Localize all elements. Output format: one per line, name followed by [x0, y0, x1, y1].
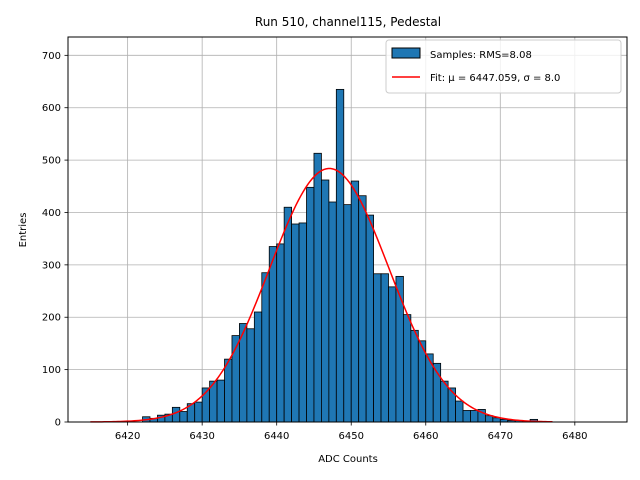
x-tick-label: 6460 [413, 431, 438, 442]
y-tick-label: 500 [42, 156, 61, 167]
histogram-bar [402, 314, 412, 423]
histogram-bar [306, 186, 315, 423]
legend-samples-swatch [391, 47, 421, 59]
histogram-bar [492, 417, 501, 423]
histogram-bar [440, 380, 449, 423]
histogram-bar [484, 415, 494, 423]
chart-title: Run 510, channel115, Pedestal [255, 15, 441, 29]
histogram-bar [343, 204, 352, 423]
histogram-bar [373, 273, 382, 423]
fit-curve-group [90, 167, 553, 423]
x-tick-label: 6450 [339, 431, 364, 442]
histogram-bar [276, 243, 285, 423]
histogram-bar [291, 223, 300, 423]
histogram-bar [335, 88, 345, 423]
x-tick-label: 6480 [562, 431, 587, 442]
y-tick-label: 700 [42, 51, 61, 62]
histogram-bar [455, 400, 464, 423]
histogram-bar [283, 206, 293, 423]
histogram-bar [268, 246, 278, 423]
y-axis-ticks: 0 100 200 300 400 500 600 700 [42, 51, 68, 429]
histogram-bar [380, 273, 389, 423]
histogram-bar [328, 201, 337, 423]
legend-samples-label: Samples: RMS=8.08 [430, 50, 532, 61]
y-tick-label: 400 [42, 208, 61, 219]
x-tick-label: 6470 [488, 431, 513, 442]
histogram-bar [388, 286, 397, 423]
histogram-bar [224, 358, 233, 423]
histogram-bar [395, 275, 404, 423]
histogram-bar [321, 179, 330, 423]
x-tick-label: 6440 [264, 431, 289, 442]
y-tick-label: 300 [42, 260, 61, 271]
y-axis-label: Entries [18, 213, 29, 248]
histogram-bar [313, 152, 322, 423]
x-axis-ticks: 6420 6430 6440 6450 6460 6470 6480 [115, 422, 588, 442]
histogram-bar [179, 411, 188, 423]
histogram-bar [246, 328, 255, 423]
x-tick-label: 6420 [115, 431, 140, 442]
histogram-bar [298, 222, 307, 423]
plot-frame [67, 36, 628, 423]
histogram-bar [410, 329, 419, 423]
y-tick-label: 100 [42, 365, 61, 376]
histogram-bar [417, 340, 427, 423]
y-tick-label: 200 [42, 313, 61, 324]
legend-box [385, 39, 622, 94]
histogram-bar [194, 401, 203, 423]
histogram-bar [253, 311, 263, 423]
y-tick-label: 600 [42, 103, 61, 114]
x-axis-label: ADC Counts [318, 454, 378, 465]
legend-fit-label: Fit: μ = 6447.059, σ = 8.0 [430, 73, 560, 84]
histogram-bar [171, 406, 181, 423]
histogram-bar [358, 195, 367, 423]
legend: Samples: RMS=8.08 Fit: μ = 6447.059, σ =… [385, 39, 622, 94]
histogram-bar [470, 410, 479, 423]
histogram-bar [216, 379, 225, 423]
histogram-bar [261, 272, 270, 423]
histogram-bar [350, 180, 360, 423]
y-tick-label: 0 [55, 418, 61, 429]
histogram-bar [365, 214, 374, 423]
histogram-bar [462, 410, 471, 423]
fit-curve [90, 167, 553, 423]
x-tick-label: 6430 [189, 431, 214, 442]
